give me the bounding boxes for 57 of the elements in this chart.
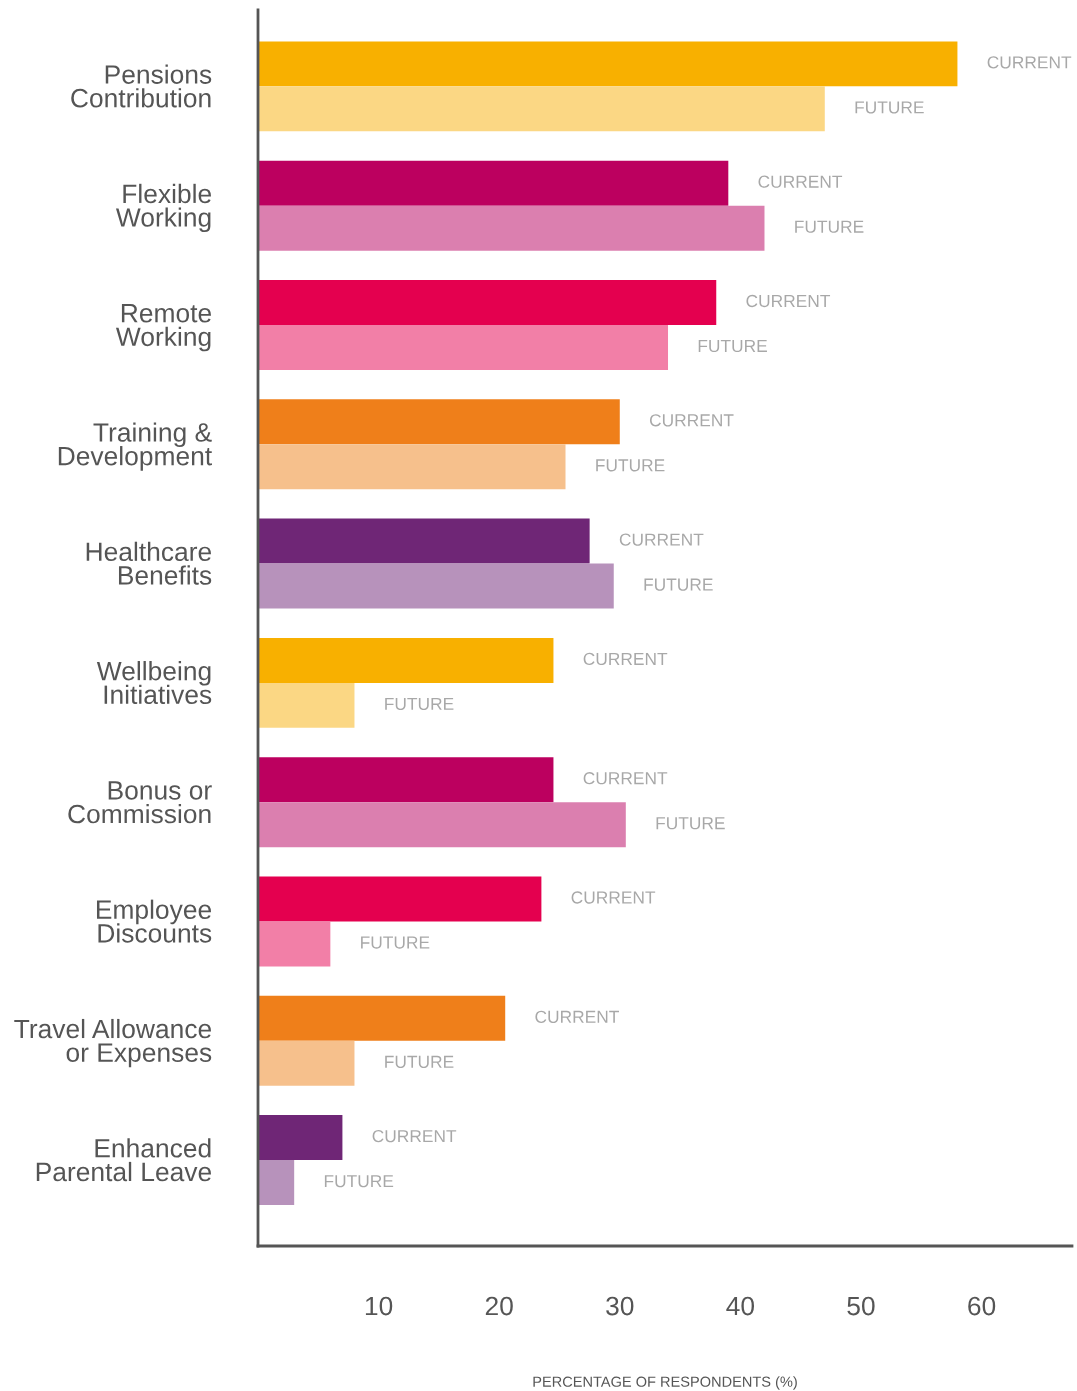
x-tick-label: 30 [606,1296,634,1316]
text: CURRENT [649,414,734,427]
text: CURRENT [619,533,704,546]
bar [258,444,566,490]
text: FUTURE [698,340,767,353]
text: FUTURE [855,101,924,114]
bar [258,921,331,967]
series-label: CURRENT [987,56,1072,69]
bar [258,1115,343,1161]
text: CURRENT [372,1129,457,1143]
bar [258,41,958,87]
bar [258,802,626,848]
x-axis-title: PERCENTAGE OF RESPONDENTS (%) [533,1376,797,1390]
bar [258,205,765,251]
bar [258,757,554,803]
text: CURRENT [746,294,831,308]
text: FUTURE [385,1055,454,1068]
y-tick-label: Flexible Working [115,183,211,233]
text: CURRENT [758,175,843,188]
bar [258,637,554,683]
text: FUTURE [644,578,713,591]
text: CURRENT [583,772,668,785]
text: CURRENT [583,652,668,666]
y-tick-label: Travel Allowance or Expenses [14,1018,212,1068]
text: FUTURE [324,1175,394,1188]
bar [258,563,614,609]
bar [258,279,717,325]
text: CURRENT [571,891,656,904]
x-tick-label: 40 [726,1296,755,1316]
bar [258,160,729,206]
bar [258,876,542,922]
bar [258,1040,355,1086]
bar [258,86,825,132]
bar [258,324,669,370]
bar [258,399,620,445]
y-tick-label: Wellbeing Initiatives [96,661,212,705]
bar [258,995,506,1041]
y-tick-label: Healthcare Benefits [86,541,212,585]
bar [258,682,355,728]
series-label: FUTURE [361,936,430,949]
x-tick-label: 50 [847,1296,875,1316]
text: FUTURE [596,459,665,472]
bar [258,518,590,564]
text: CURRENT [535,1010,619,1023]
y-tick-label: Training & Development [58,422,212,471]
y-tick-label: Enhanced Parental Leave [36,1138,212,1182]
y-tick-label: Remote Working [115,304,211,352]
text: FUTURE [656,817,725,830]
y-tick-label: Employee Discounts [96,899,212,943]
y-tick-label: Bonus or Commission [68,781,212,824]
x-tick-label: 20 [485,1296,513,1316]
x-tick-label: 10 [365,1296,393,1316]
bar [258,1160,295,1206]
text: FUTURE [795,220,864,233]
y-tick-label: Pensions Contribution [71,64,212,108]
x-tick-label: 60 [968,1296,996,1316]
text: FUTURE [385,697,454,711]
